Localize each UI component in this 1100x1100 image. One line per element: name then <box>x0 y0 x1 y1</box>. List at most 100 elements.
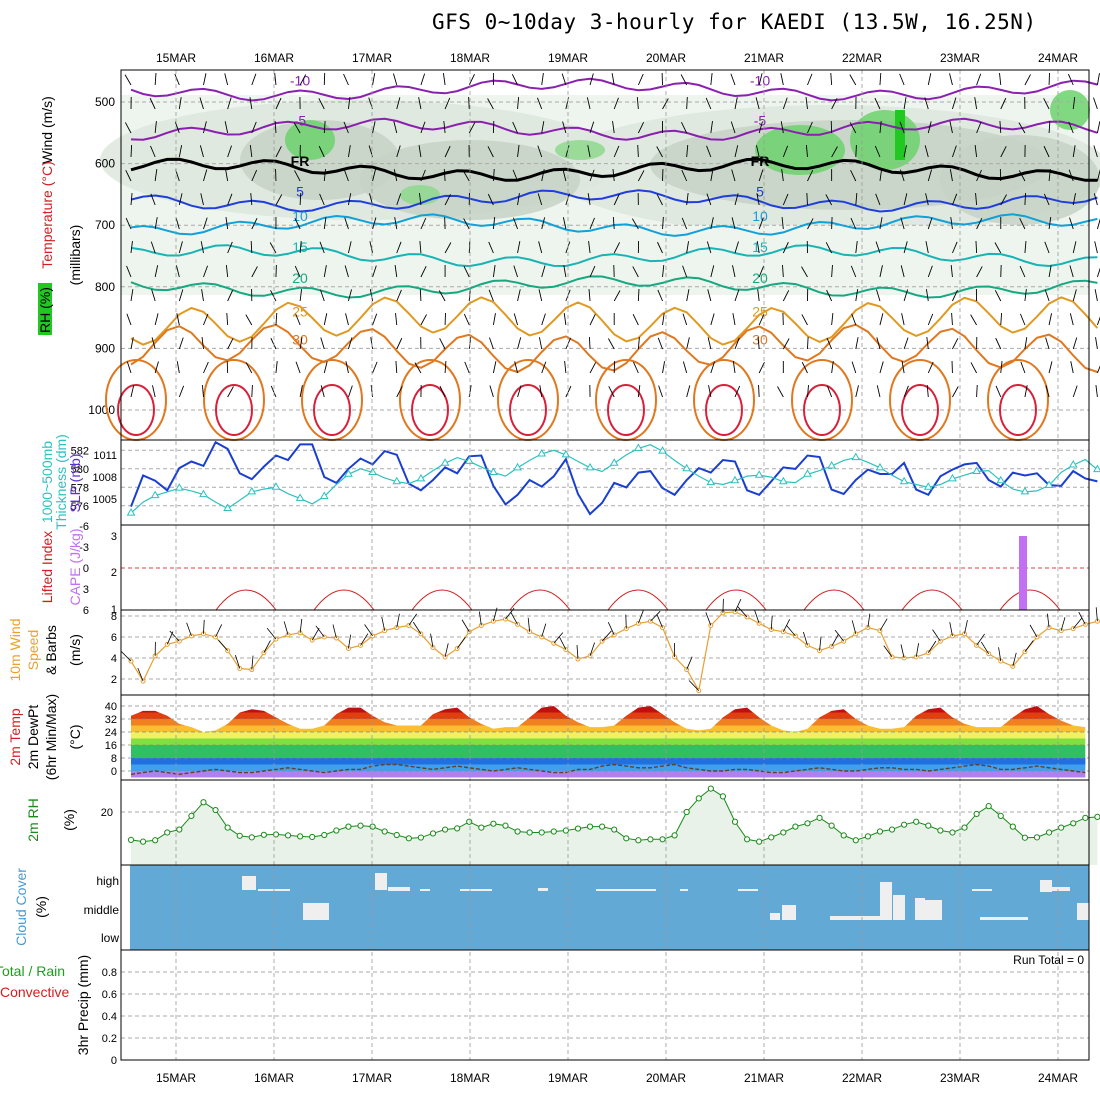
wind-barb <box>419 193 422 206</box>
wind-barb-10m <box>461 619 470 632</box>
wind-barb <box>245 314 253 326</box>
cloud-block <box>1052 887 1070 891</box>
wind-barb <box>420 169 426 182</box>
rh-point <box>562 827 569 834</box>
wind-barb <box>994 242 1002 254</box>
wind-barb <box>270 385 277 398</box>
wind-units-label: Wind (m/s) <box>39 96 55 164</box>
slp-tick-label: 1008 <box>93 472 117 484</box>
wind-barb-10m <box>932 629 941 642</box>
cape-tick-label: 3 <box>111 531 117 543</box>
wind-barb <box>517 97 520 110</box>
date-label-top: 15MAR <box>156 51 196 65</box>
thickness-marker <box>368 467 377 475</box>
wind-barb <box>178 241 183 254</box>
wind-barb-10m <box>235 655 241 669</box>
rh-point <box>1009 823 1016 830</box>
wind-barb <box>927 169 933 182</box>
wind-barb <box>492 361 497 374</box>
rh-point <box>731 818 739 825</box>
wind-barb <box>1000 146 1007 158</box>
wind-barb <box>125 217 132 230</box>
wind-barb <box>369 289 374 302</box>
wind-tick-label: 6 <box>111 632 117 644</box>
wind-barb <box>608 386 615 398</box>
wind-barb <box>662 216 664 230</box>
wind-barb <box>295 313 301 326</box>
lifted-index-line <box>705 589 767 611</box>
wind-barb <box>636 97 639 110</box>
wind-barb <box>879 72 882 86</box>
wind-barb <box>952 241 958 254</box>
wind-barb <box>1024 74 1031 86</box>
wind-barb <box>1048 169 1051 182</box>
wind-barb <box>201 337 204 350</box>
wind-barb-10m <box>705 612 712 626</box>
wind-barb-10m <box>215 624 223 638</box>
wind-barb <box>613 97 619 110</box>
cloud-label: Cloud Cover <box>13 868 29 946</box>
wind-barb-10m <box>851 620 857 634</box>
thickness-marker <box>223 503 233 512</box>
wind-barb <box>152 385 156 398</box>
wind-barb <box>396 145 401 158</box>
wind-barb <box>420 266 427 278</box>
pressure-tick-label: 500 <box>95 95 115 109</box>
isotherm-label: FR <box>751 153 770 169</box>
wind-barb <box>1070 361 1074 374</box>
wind-barb-10m <box>332 624 337 639</box>
wind-barb <box>154 361 159 374</box>
wind-barb <box>299 74 307 86</box>
isotherm-40-cell <box>705 384 743 436</box>
wind-barb <box>734 385 741 398</box>
wind-barb <box>176 361 180 374</box>
wind-barb <box>976 384 978 398</box>
wind-barb <box>1000 97 1007 110</box>
wind-barb <box>1048 265 1052 278</box>
rh-point <box>478 824 485 831</box>
wind-barb <box>782 290 790 302</box>
wind-barb <box>782 145 789 158</box>
wind-barb <box>418 97 422 110</box>
wind-barb <box>150 145 156 158</box>
temp-band <box>131 719 1086 726</box>
wind-barb <box>444 97 451 110</box>
wind-barb <box>323 265 327 278</box>
wind-barb <box>757 289 760 302</box>
rh-point <box>309 833 316 841</box>
rh-point <box>949 829 956 836</box>
wind-barb <box>299 192 302 206</box>
dewpoint-line <box>130 763 1086 776</box>
wind-barb <box>514 361 518 374</box>
thickness-marker <box>706 477 716 486</box>
wind-barb <box>443 121 446 134</box>
precip-tick-label: 0.8 <box>102 967 117 979</box>
isotherm--5 <box>130 117 1098 141</box>
wind-barb-10m <box>218 639 228 651</box>
wind-barb <box>1024 192 1026 206</box>
wind-barb <box>903 145 907 158</box>
wind-barb <box>203 265 209 278</box>
wind-barb-10m <box>1095 607 1098 622</box>
cloud-block <box>920 900 942 920</box>
wind-barb <box>632 314 639 326</box>
wind-barb <box>513 265 518 278</box>
rh-point <box>756 838 763 845</box>
wind-barb <box>976 218 983 230</box>
cloud-block <box>420 889 430 891</box>
wind-barb <box>320 385 325 398</box>
wind10-label-3: & Barbs <box>43 625 59 675</box>
wind-barb <box>758 169 764 182</box>
wind-barb <box>686 337 690 350</box>
rh-point <box>913 818 920 825</box>
wind-barb <box>607 338 615 350</box>
rh2m-units: (%) <box>61 809 77 831</box>
isotherm-15 <box>130 244 1098 268</box>
temp-band <box>131 745 1086 758</box>
wind-barb <box>662 265 665 278</box>
wind-barb <box>657 337 663 350</box>
wind-barb <box>855 144 857 158</box>
wind-barb <box>468 96 470 110</box>
wind-barb-10m <box>915 643 920 658</box>
wind-barb <box>952 338 959 350</box>
